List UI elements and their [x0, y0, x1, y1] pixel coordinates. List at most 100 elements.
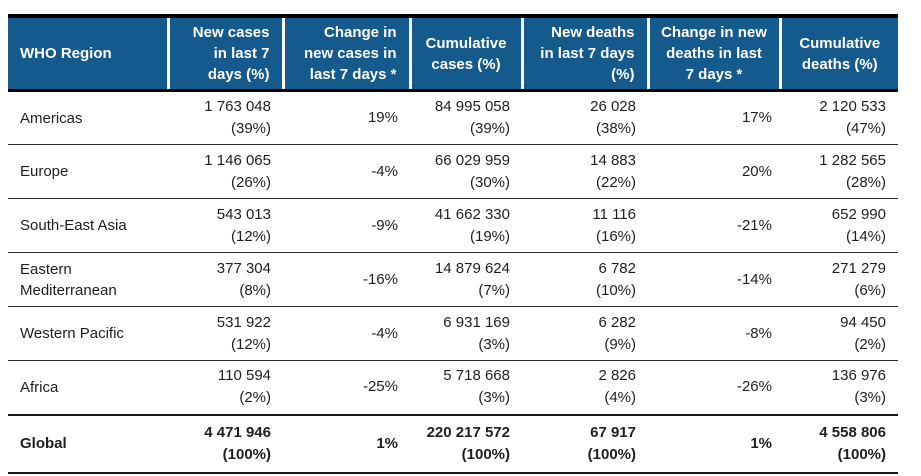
- new-deaths-percent: (16%): [595, 227, 636, 245]
- new-deaths-value: 6 782: [598, 259, 636, 277]
- new-cases-cell: 110 594 (2%): [168, 360, 283, 415]
- cumulative-deaths-cell: 4 558 806 (100%): [780, 413, 898, 474]
- new-cases-cell: 4 471 946 (100%): [168, 413, 283, 474]
- cumulative-deaths-value: 2 120 533: [819, 98, 886, 115]
- change-new-deaths-cell: -26%: [648, 360, 780, 415]
- cumulative-deaths-value: 652 990: [831, 205, 886, 223]
- new-cases-cell: 543 013 (12%): [168, 198, 283, 253]
- new-cases-value: 110 594: [217, 367, 271, 385]
- table-row: Europe 1 146 065 (26%) -4% 66 029 959 (3…: [8, 144, 898, 199]
- table-row: Western Pacific 531 922 (12%) -4% 6 931 …: [8, 306, 898, 361]
- cumulative-deaths-cell: 2 120 533 (47%): [780, 90, 898, 145]
- new-deaths-value: 67 917: [590, 423, 636, 441]
- cumulative-deaths-percent: (28%): [845, 173, 886, 191]
- column-header-cumulative-deaths: Cumulative deaths (%): [778, 16, 898, 92]
- change-new-cases-cell: -4%: [283, 144, 410, 199]
- column-header-new-deaths: New deaths in last 7 days (%): [520, 16, 648, 92]
- cumulative-cases-percent: (3%): [478, 335, 510, 353]
- cumulative-deaths-cell: 271 279 (6%): [780, 252, 898, 307]
- new-cases-value: 531 922: [216, 313, 271, 331]
- cumulative-cases-value: 5 718 668: [443, 367, 510, 385]
- change-new-deaths-cell: 1%: [648, 413, 780, 474]
- region-name: Europe: [8, 144, 168, 199]
- cumulative-cases-value: 220 217 572: [426, 423, 510, 441]
- cumulative-deaths-cell: 1 282 565 (28%): [780, 144, 898, 199]
- new-deaths-value: 11 116: [592, 205, 636, 223]
- new-deaths-percent: (9%): [604, 335, 636, 353]
- cumulative-cases-cell: 84 995 058 (39%): [410, 90, 522, 145]
- change-new-cases-cell: 1%: [283, 413, 410, 474]
- cumulative-deaths-value: 4 558 806: [819, 423, 886, 441]
- cumulative-deaths-percent: (6%): [854, 281, 886, 299]
- cumulative-cases-cell: 6 931 169 (3%): [410, 306, 522, 361]
- table-body: Americas 1 763 048 (39%) 19% 84 995 058 …: [8, 90, 898, 474]
- new-deaths-value: 26 028: [590, 98, 636, 115]
- cumulative-cases-percent: (3%): [478, 389, 510, 407]
- region-name: Global: [8, 413, 168, 474]
- new-cases-value: 377 304: [216, 259, 271, 277]
- cumulative-deaths-cell: 652 990 (14%): [780, 198, 898, 253]
- new-cases-cell: 1 146 065 (26%): [168, 144, 283, 199]
- new-cases-value: 4 471 946: [204, 423, 271, 441]
- new-cases-cell: 531 922 (12%): [168, 306, 283, 361]
- column-header-who-region: WHO Region: [8, 16, 168, 92]
- new-deaths-percent: (10%): [595, 281, 636, 299]
- new-deaths-cell: 2 826 (4%): [522, 360, 648, 415]
- new-deaths-cell: 11 116 (16%): [522, 198, 648, 253]
- table-row: South-East Asia 543 013 (12%) -9% 41 662…: [8, 198, 898, 253]
- column-header-change-new-deaths: Change in new deaths in last 7 days *: [646, 16, 780, 92]
- region-name: Africa: [8, 360, 168, 415]
- cumulative-deaths-value: 271 279: [831, 259, 886, 277]
- new-cases-percent: (100%): [222, 445, 271, 463]
- who-region-table: WHO Region New cases in last 7 days (%) …: [8, 14, 898, 474]
- new-deaths-cell: 26 028 (38%): [522, 90, 648, 145]
- change-new-deaths-cell: 20%: [648, 144, 780, 199]
- cumulative-cases-value: 14 879 624: [434, 259, 510, 277]
- cumulative-deaths-value: 94 450: [840, 313, 886, 331]
- cumulative-cases-cell: 41 662 330 (19%): [410, 198, 522, 253]
- change-new-cases-cell: -25%: [283, 360, 410, 415]
- new-cases-cell: 1 763 048 (39%): [168, 90, 283, 145]
- new-cases-percent: (12%): [230, 335, 271, 353]
- new-deaths-value: 6 282: [598, 313, 636, 331]
- cumulative-deaths-percent: (3%): [854, 389, 886, 407]
- new-deaths-value: 14 883: [590, 151, 636, 169]
- change-new-cases-cell: -16%: [283, 252, 410, 307]
- cumulative-cases-cell: 5 718 668 (3%): [410, 360, 522, 415]
- cumulative-deaths-percent: (2%): [854, 335, 886, 353]
- cumulative-cases-value: 41 662 330: [434, 205, 510, 223]
- cumulative-cases-value: 66 029 959: [434, 151, 510, 169]
- cumulative-cases-percent: (30%): [469, 173, 510, 191]
- change-new-deaths-cell: -14%: [648, 252, 780, 307]
- new-deaths-percent: (4%): [604, 389, 636, 407]
- change-new-deaths-cell: 17%: [648, 90, 780, 145]
- cumulative-cases-value: 6 931 169: [443, 313, 510, 331]
- region-name: Western Pacific: [8, 306, 168, 361]
- cumulative-deaths-cell: 136 976 (3%): [780, 360, 898, 415]
- new-deaths-cell: 6 282 (9%): [522, 306, 648, 361]
- new-deaths-cell: 67 917 (100%): [522, 413, 648, 474]
- column-header-cumulative-cases: Cumulative cases (%): [408, 16, 522, 92]
- table-row: Americas 1 763 048 (39%) 19% 84 995 058 …: [8, 90, 898, 145]
- column-header-change-new-cases: Change in new cases in last 7 days *: [281, 16, 410, 92]
- cumulative-deaths-value: 1 282 565: [819, 151, 886, 169]
- cumulative-deaths-cell: 94 450 (2%): [780, 306, 898, 361]
- cumulative-deaths-value: 136 976: [831, 367, 886, 385]
- new-cases-percent: (26%): [230, 173, 271, 191]
- new-deaths-value: 2 826: [598, 367, 636, 385]
- new-cases-percent: (12%): [230, 227, 271, 245]
- cumulative-cases-cell: 220 217 572 (100%): [410, 413, 522, 474]
- region-name: South-East Asia: [8, 198, 168, 253]
- change-new-cases-cell: -4%: [283, 306, 410, 361]
- column-header-new-cases: New cases in last 7 days (%): [166, 16, 283, 92]
- new-cases-value: 1 146 065: [204, 151, 271, 169]
- cumulative-cases-cell: 14 879 624 (7%): [410, 252, 522, 307]
- change-new-cases-cell: -9%: [283, 198, 410, 253]
- new-deaths-percent: (100%): [587, 445, 636, 463]
- cumulative-deaths-percent: (47%): [845, 120, 886, 137]
- new-deaths-cell: 14 883 (22%): [522, 144, 648, 199]
- cumulative-cases-percent: (39%): [469, 120, 510, 137]
- region-name: Americas: [8, 90, 168, 145]
- table-row: Eastern Mediterranean 377 304 (8%) -16% …: [8, 252, 898, 307]
- cumulative-cases-percent: (100%): [461, 445, 510, 463]
